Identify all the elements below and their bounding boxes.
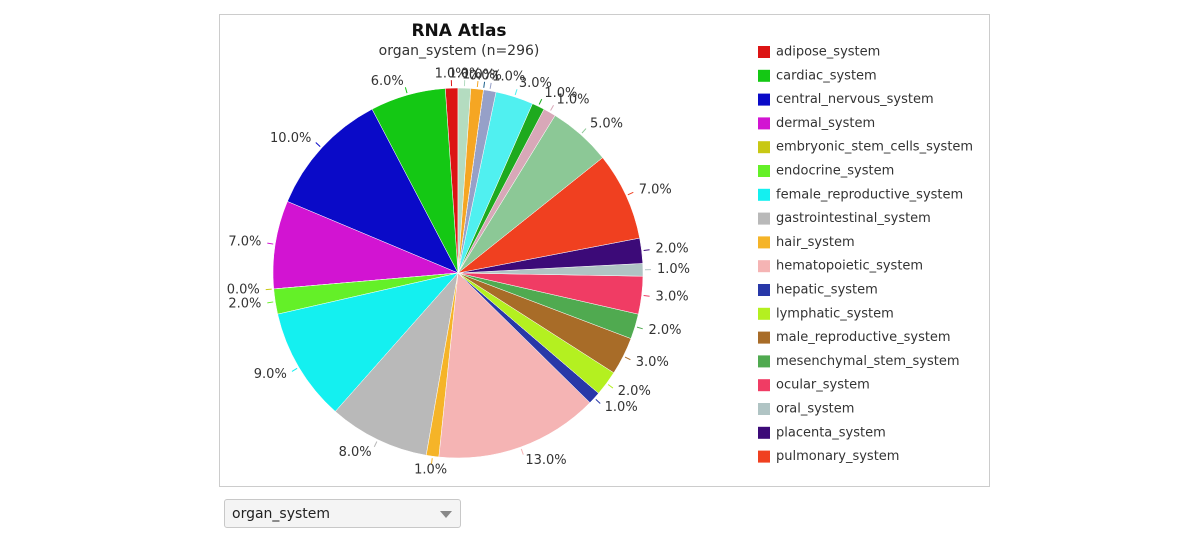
- legend-label: gastrointestinal_system: [776, 211, 931, 226]
- slice-label: 3.0%: [519, 76, 552, 91]
- legend-label: female_reproductive_system: [776, 187, 963, 202]
- legend-label: endocrine_system: [776, 164, 894, 179]
- pie-slice: [457, 87, 472, 274]
- pie-slice: [287, 108, 459, 274]
- label-leader: [373, 441, 378, 448]
- label-leader: [291, 367, 298, 372]
- label-leader: [607, 384, 614, 389]
- legend-label: hair_system: [776, 235, 855, 250]
- legend-label: mesenchymal_stem_system: [776, 354, 960, 369]
- legend-swatch: [758, 355, 770, 368]
- label-leader: [514, 89, 518, 96]
- legend-swatch: [758, 69, 770, 82]
- legend-swatch: [758, 379, 770, 392]
- legend-label: cardiac_system: [776, 68, 877, 83]
- legend-swatch: [758, 93, 770, 106]
- legend-label: hematopoietic_system: [776, 259, 923, 274]
- legend-swatch: [758, 284, 770, 296]
- legend-swatch: [758, 403, 770, 415]
- legend-swatch: [758, 212, 770, 225]
- chart-title: RNA Atlas: [411, 21, 506, 41]
- legend-swatch: [758, 141, 770, 154]
- label-leader: [489, 82, 492, 89]
- legend-label: embryonic_stem_cells_system: [776, 140, 973, 155]
- pie-slice: [277, 272, 459, 412]
- dropdown-arrow: [440, 511, 452, 518]
- chart-subtitle: organ_system (n=296): [379, 43, 540, 59]
- label-leader: [315, 142, 321, 147]
- legend-swatch: [758, 260, 770, 273]
- legend-label: male_reproductive_system: [776, 330, 951, 345]
- label-leader: [636, 326, 643, 330]
- label-leader: [643, 249, 650, 251]
- legend-swatch: [758, 117, 770, 130]
- label-leader: [430, 458, 433, 465]
- legend-label: lymphatic_system: [776, 306, 894, 321]
- legend-label: central_nervous_system: [776, 92, 934, 107]
- dropdown-value: organ_system: [232, 506, 331, 522]
- slice-label: 0.0%: [227, 283, 260, 298]
- label-leader: [643, 295, 650, 297]
- legend-swatch: [758, 188, 770, 201]
- slice-label: 0.0%: [469, 68, 502, 83]
- legend-swatch: [758, 307, 770, 320]
- label-leader: [267, 301, 274, 304]
- slice-label: 2.0%: [648, 323, 681, 338]
- label-leader: [267, 242, 274, 245]
- dropdown[interactable]: organ_system: [224, 499, 461, 528]
- chart: RNA Atlas organ_system (n=296) 1.0% 6.0% 1…: [219, 14, 990, 487]
- label-leader: [404, 87, 408, 94]
- legend-swatch: [758, 450, 770, 463]
- legend-label: oral_system: [776, 402, 854, 417]
- slice-label: 1.0%: [448, 67, 481, 82]
- label-leader: [624, 356, 631, 361]
- pie-slice: [438, 272, 591, 459]
- slice-label: 2.0%: [228, 296, 261, 311]
- legend-swatch: [758, 236, 770, 249]
- legend-label: hepatic_system: [776, 283, 878, 298]
- label-leader: [538, 98, 543, 105]
- slice-label: 3.0%: [636, 355, 669, 370]
- label-leader: [520, 448, 524, 455]
- slice-label: 10.0%: [270, 131, 311, 146]
- label-leader: [476, 80, 479, 88]
- pie-slice: [334, 272, 459, 456]
- slice-label: 1.0%: [605, 400, 638, 415]
- slice-label: 1.0%: [557, 93, 590, 108]
- label-leader: [483, 81, 486, 88]
- slice-label: 1.0%: [435, 67, 468, 82]
- slice-label: 1.0%: [544, 86, 577, 101]
- legend-swatch: [758, 426, 770, 439]
- label-leader: [595, 399, 601, 404]
- legend-swatch: [758, 165, 770, 177]
- label-leader: [581, 128, 587, 134]
- slice-label: 5.0%: [590, 117, 623, 132]
- slice-label: 3.0%: [656, 289, 689, 304]
- label-leader: [265, 288, 272, 291]
- slice-label: 1.0%: [462, 68, 495, 83]
- legend-label: dermal_system: [776, 116, 875, 131]
- slice-label: 7.0%: [639, 182, 672, 197]
- label-leader: [550, 105, 554, 111]
- legend-swatch: [758, 46, 770, 58]
- label-leader: [627, 191, 634, 196]
- slice-label: 6.0%: [371, 74, 404, 89]
- slice-label: 2.0%: [656, 242, 689, 257]
- legend-label: ocular_system: [776, 378, 870, 393]
- legend-label: placenta_system: [776, 425, 886, 440]
- slice-label: 7.0%: [228, 235, 261, 250]
- slice-label: 1.0%: [414, 463, 447, 478]
- slice-label: 13.0%: [525, 453, 566, 468]
- slice-label: 1.0%: [492, 69, 525, 84]
- slice-label: 9.0%: [254, 367, 287, 382]
- legend-label: adipose_system: [776, 45, 880, 60]
- slice-label: 2.0%: [618, 384, 651, 399]
- legend-label: pulmonary_system: [776, 449, 899, 464]
- legend-swatch: [758, 331, 770, 344]
- slice-label: 1.0%: [657, 262, 690, 277]
- slice-label: 8.0%: [339, 445, 372, 460]
